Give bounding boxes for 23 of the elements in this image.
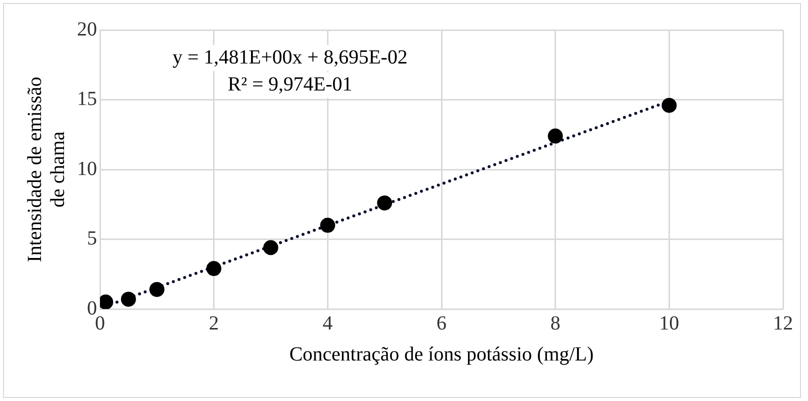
y-tick-label: 0 [87,297,97,320]
x-tick-label: 12 [773,312,793,334]
annotation: y = 1,481E+00x + 8,695E-02 [172,46,408,68]
annotation: R² = 9,974E-01 [228,73,352,96]
x-axis-title: Concentração de íons potássio (mg/L) [289,343,594,366]
point [320,218,336,233]
y-tick-label: 15 [77,88,97,110]
x-tick-label: 6 [436,312,446,334]
y-tick-label: 5 [87,228,97,250]
y-tick-label: 10 [77,158,97,180]
point [263,240,278,256]
y-axis-title: Intensidade de emissão de chama [24,76,69,262]
point [149,282,164,297]
x-tick-label: 10 [659,312,680,334]
x-tick-label: 8 [550,312,560,334]
point [206,261,222,276]
y-tick-label: 20 [77,18,97,40]
point [377,195,392,210]
point [548,128,563,144]
point [120,292,136,307]
point [662,98,677,113]
x-tick-label: 4 [322,312,333,334]
x-tick-label: 2 [208,312,219,334]
